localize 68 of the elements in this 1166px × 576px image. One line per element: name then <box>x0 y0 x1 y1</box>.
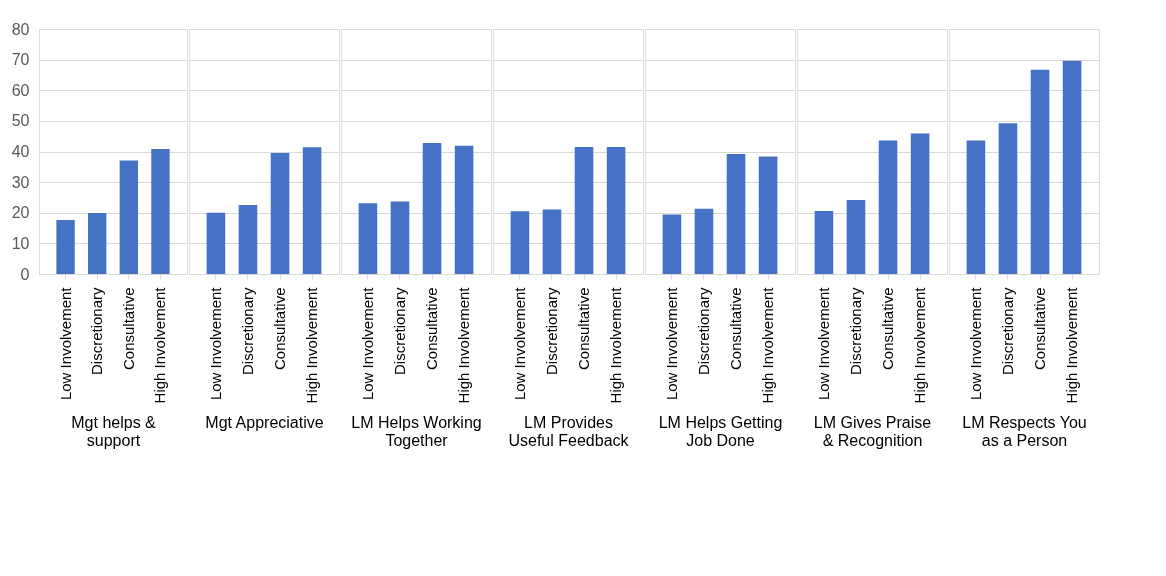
x-tick-label: Consultative <box>575 287 593 371</box>
x-tick-label: Low Involvement <box>814 286 832 401</box>
x-tick-label: High Involvement <box>607 286 625 404</box>
x-axis-title: LM Helps Getting Job Done <box>658 414 783 450</box>
bar <box>270 153 290 274</box>
y-tick-label: 30 <box>11 173 30 191</box>
x-tick-label: Discretionary <box>88 287 106 376</box>
bar <box>238 205 258 274</box>
x-tick-label: Low Involvement <box>56 286 74 401</box>
x-tick-label: High Involvement <box>151 286 169 404</box>
x-tick-label: Discretionary <box>542 287 560 376</box>
x-tick-label: Discretionary <box>846 287 864 376</box>
bar <box>878 140 898 274</box>
bar <box>206 212 226 274</box>
x-tick-label: Low Involvement <box>510 286 528 401</box>
x-tick-label: High Involvement <box>303 286 321 404</box>
y-tick-label: 40 <box>11 143 30 160</box>
bar <box>1030 69 1050 274</box>
y-tick-label: 70 <box>11 51 30 69</box>
bar <box>422 142 442 274</box>
bar <box>726 153 746 274</box>
x-tick-label: Discretionary <box>998 287 1016 376</box>
x-tick-label: Consultative <box>879 287 897 371</box>
x-tick-label: Low Involvement <box>206 286 224 401</box>
x-tick-label: Consultative <box>727 287 745 371</box>
y-tick-label: 0 <box>20 265 30 283</box>
x-tick-label: Discretionary <box>694 287 712 376</box>
bar <box>846 199 866 274</box>
bar <box>88 213 107 274</box>
x-tick-label: Consultative <box>119 287 137 371</box>
x-tick-label: Low Involvement <box>966 286 984 401</box>
y-tick-label: 80 <box>11 20 30 38</box>
y-tick-label: 60 <box>11 81 30 99</box>
bar <box>1062 60 1082 274</box>
bar <box>302 147 322 274</box>
bar <box>390 201 410 274</box>
x-tick-label: High Involvement <box>911 286 929 404</box>
bar <box>454 145 474 274</box>
x-tick-label: Consultative <box>271 287 289 371</box>
x-tick-label: Discretionary <box>390 287 408 376</box>
x-axis-title: Mgt Appreciative <box>205 414 324 432</box>
bar <box>910 133 930 274</box>
x-tick-label: High Involvement <box>1063 286 1081 404</box>
bar <box>998 123 1018 274</box>
bar <box>119 160 138 274</box>
x-axis-title: LM Gives Praise & Recognition <box>813 414 932 450</box>
y-tick-label: 50 <box>11 112 30 130</box>
bar <box>694 208 714 274</box>
bar <box>758 156 778 274</box>
x-tick-label: Low Involvement <box>358 286 376 401</box>
x-axis-title: LM Provides Useful Feedback <box>508 414 630 450</box>
x-axis-title: LM Respects You as a Person <box>962 414 1087 450</box>
bar <box>151 149 170 274</box>
bar <box>358 203 378 274</box>
bar <box>56 220 75 274</box>
y-tick-label: 10 <box>11 234 30 252</box>
x-tick-label: High Involvement <box>759 286 777 404</box>
bar <box>966 140 986 274</box>
x-tick-label: Discretionary <box>238 287 256 376</box>
bar <box>662 214 682 274</box>
bar <box>814 210 834 274</box>
x-tick-label: Consultative <box>423 287 441 371</box>
x-axis-title: LM Helps Working Together <box>351 414 482 450</box>
x-tick-label: High Involvement <box>455 286 473 404</box>
x-tick-label: Low Involvement <box>662 286 680 401</box>
x-tick-label: Consultative <box>1031 287 1049 371</box>
y-tick-label: 20 <box>11 204 30 222</box>
x-axis-title: Mgt helps & support <box>71 414 157 450</box>
